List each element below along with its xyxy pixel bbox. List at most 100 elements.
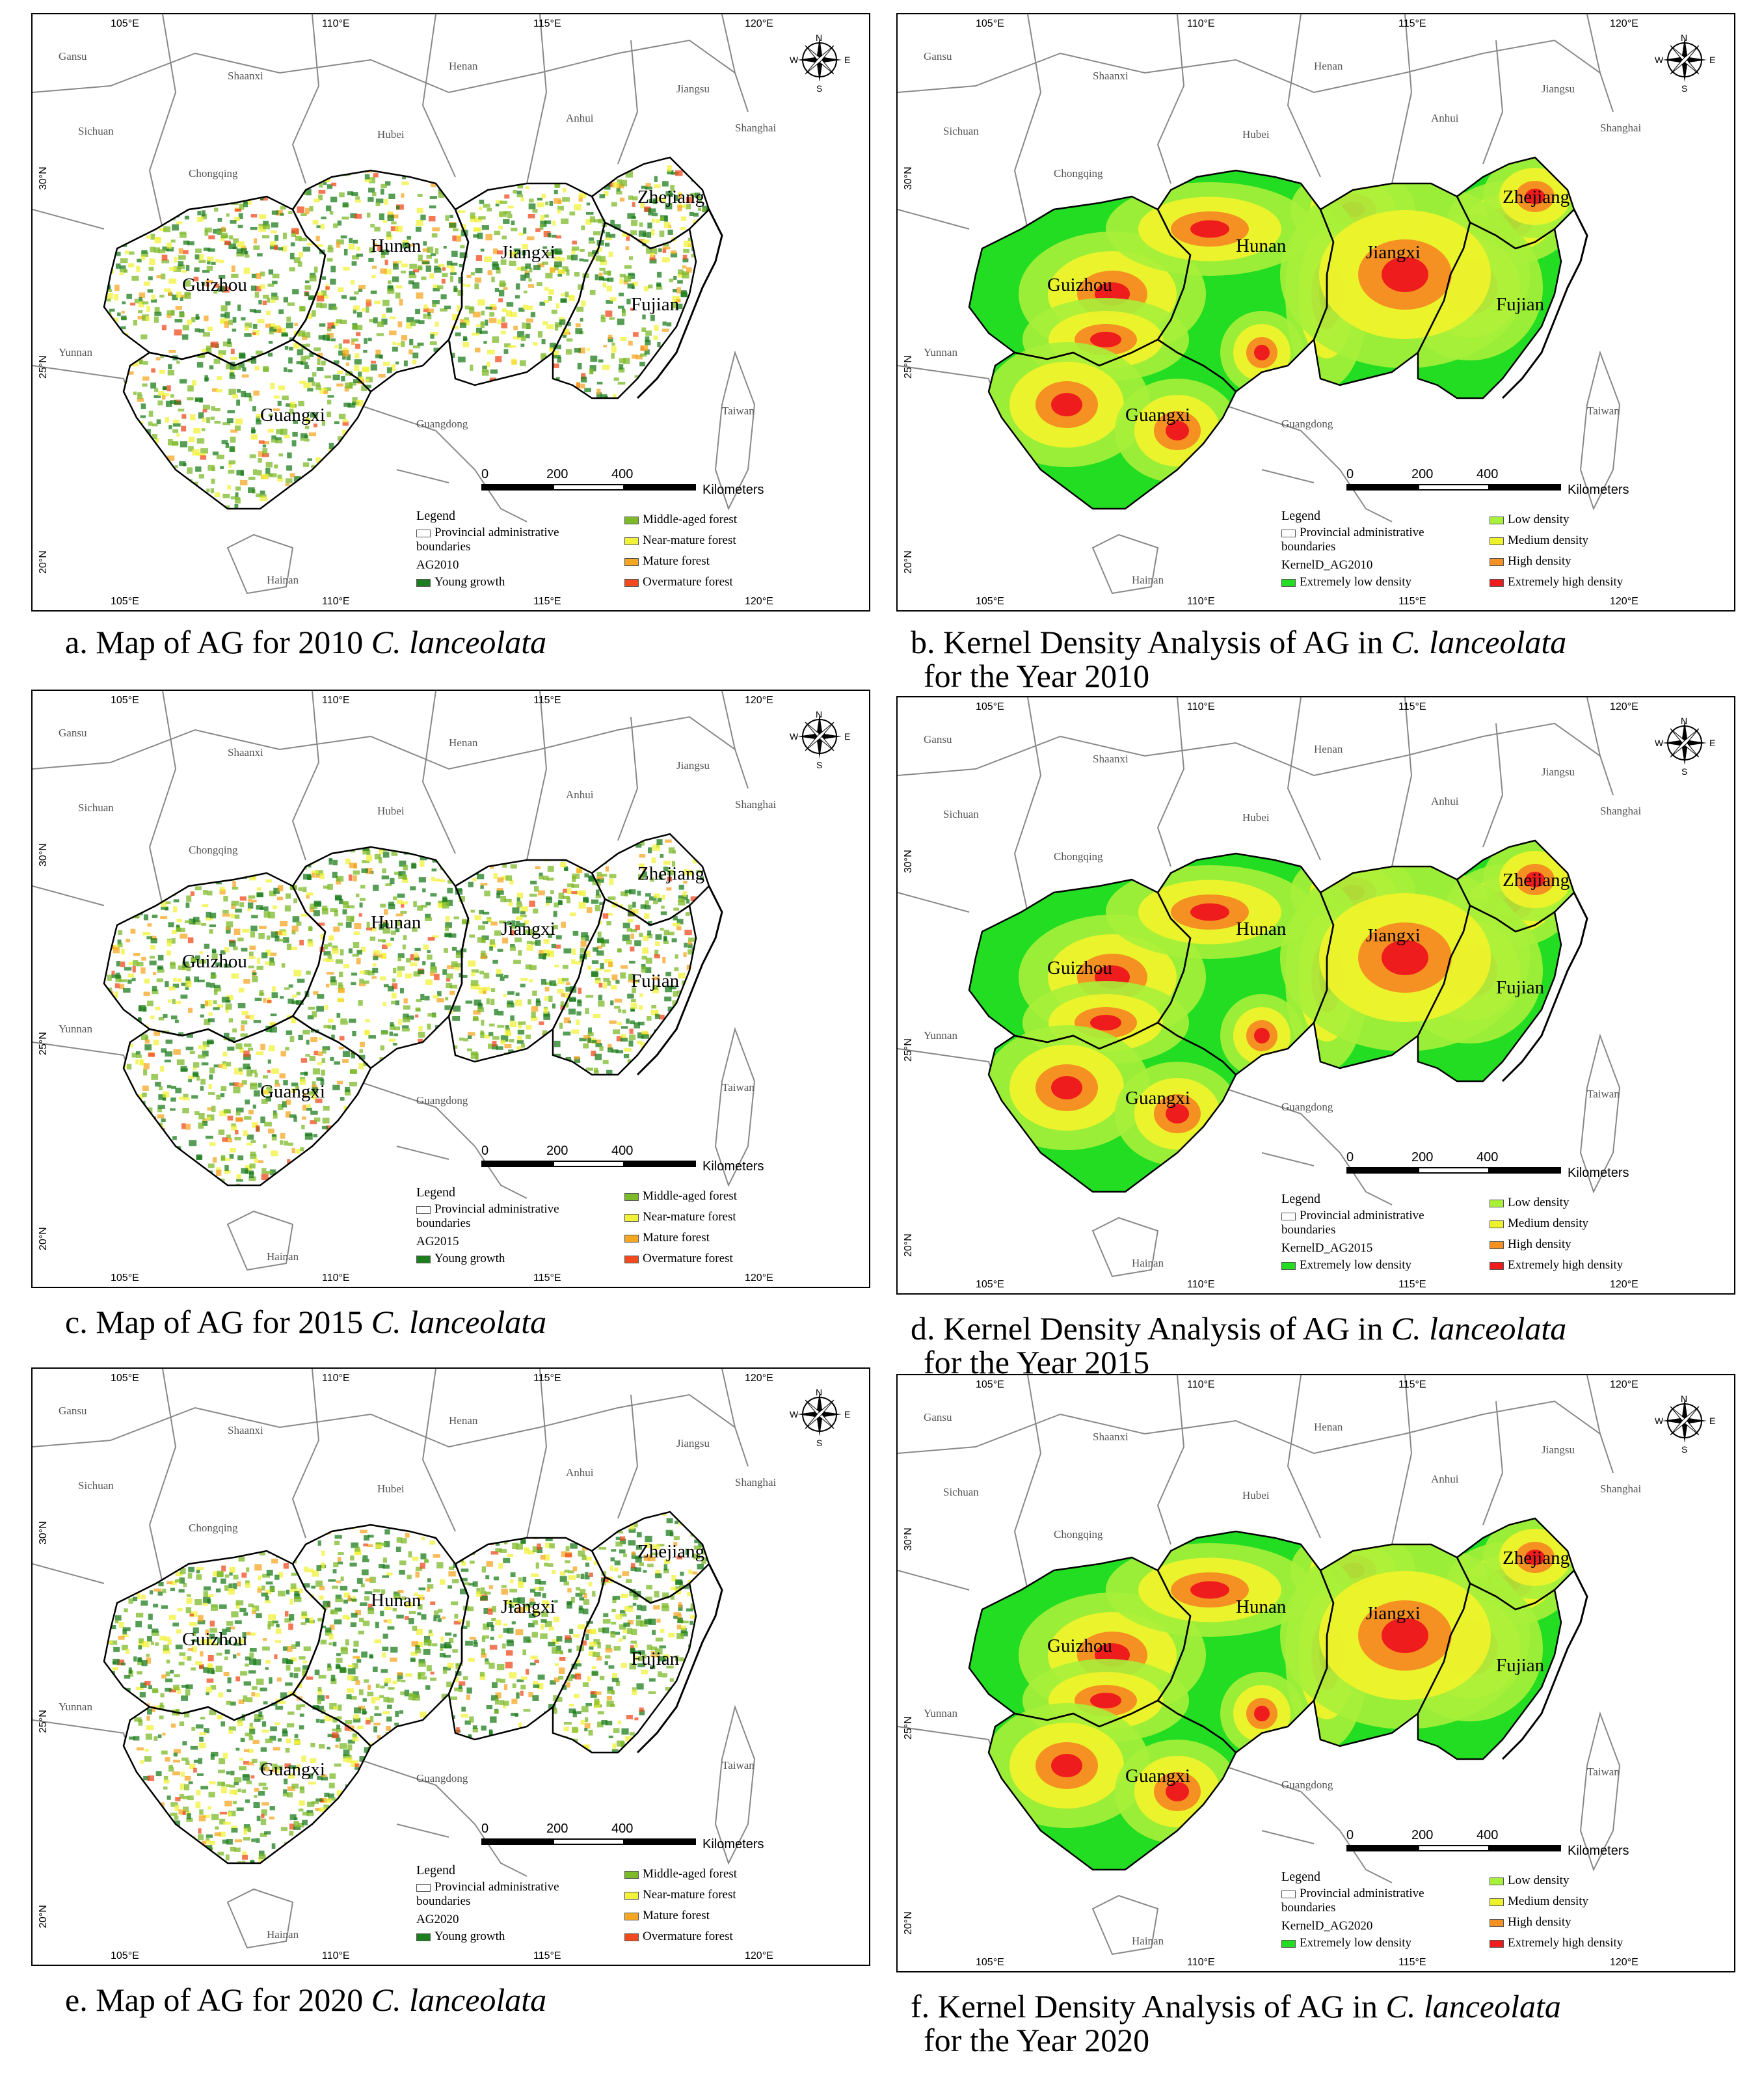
neighbor-label: Anhui	[1431, 1473, 1459, 1485]
boundary-fujian	[1417, 221, 1562, 399]
map-panel-f: Gansu Shaanxi Henan Jiangsu Anhui Sichuan Hube…	[896, 1374, 1735, 1972]
province-label-jiangxi: Jiangxi	[1366, 925, 1421, 946]
compass-n-label: N	[816, 1387, 823, 1397]
scale-label: 400	[611, 467, 634, 481]
lon-tick-label: 120°E	[745, 695, 773, 706]
lat-tick-label: 25°N	[38, 1032, 49, 1055]
scale-label: 200	[546, 467, 568, 481]
legend-item: Extremely high density	[1490, 1936, 1623, 1950]
neighbor-label: Gansu	[59, 1405, 87, 1417]
neighbor-label: Gansu	[59, 50, 87, 62]
neighbor-label: Hainan	[267, 574, 299, 586]
neighbor-label: Gansu	[924, 50, 952, 62]
boundary-guangxi	[122, 1693, 372, 1864]
scale-unit: Kilometers	[1568, 483, 1629, 497]
neighbor-label: Gansu	[924, 1411, 952, 1423]
compass-w-label: W	[790, 731, 799, 742]
legend-item: Extremely low density	[1281, 575, 1411, 589]
compass-w-label: W	[790, 55, 799, 65]
legend-item: Middle-aged forest	[624, 513, 737, 527]
legend-item: Young growth	[416, 1930, 505, 1944]
neighbor-label: Taiwan	[1587, 405, 1620, 417]
province-label-fujian: Fujian	[1496, 1655, 1545, 1676]
legend-item-label: Medium density	[1508, 1217, 1589, 1230]
lon-tick-label: 110°E	[1187, 18, 1215, 29]
compass-e-label: E	[844, 731, 851, 742]
lon-tick-label: 110°E	[1187, 1279, 1215, 1290]
legend-swatch	[1490, 1261, 1504, 1270]
legend-year-title: AG2020	[416, 1913, 459, 1926]
province-label-jiangxi: Jiangxi	[501, 919, 555, 939]
legend-swatch	[1490, 1918, 1504, 1927]
legend-item-label: Extremely high density	[1508, 575, 1624, 589]
neighbor-label: Guangdong	[416, 1772, 468, 1784]
legend-item: Mature forest	[624, 1231, 710, 1245]
lon-tick-label: 115°E	[1398, 18, 1426, 29]
compass-s-label: S	[816, 83, 823, 94]
legend-item: Overmature forest	[624, 575, 733, 589]
compass-s-label: S	[1681, 766, 1688, 777]
north-arrow-icon	[1659, 1395, 1711, 1447]
neighbor-label: Gansu	[924, 733, 952, 746]
legend-title: Legend	[1281, 1192, 1320, 1206]
neighbor-label: Shaanxi	[228, 1424, 263, 1436]
map-canvas	[898, 697, 1621, 1278]
lon-tick-label: 105°E	[111, 1373, 139, 1384]
lat-tick-label: 20°N	[38, 550, 49, 574]
compass-e-label: E	[844, 55, 851, 65]
province-label-fujian: Fujian	[631, 294, 680, 315]
lon-tick-label: 115°E	[1398, 1379, 1426, 1390]
boundary-guangxi	[122, 338, 372, 510]
legend-item: Overmature forest	[624, 1252, 733, 1266]
map-canvas	[33, 14, 756, 595]
scale-label: 400	[1477, 467, 1499, 481]
province-label-zhejiang: Zhejiang	[1503, 1548, 1570, 1568]
legend-item: Middle-aged forest	[624, 1189, 737, 1204]
legend-swatch	[624, 1891, 639, 1900]
neighbor-label: Guangdong	[416, 418, 468, 430]
legend-title: Legend	[1281, 1870, 1320, 1884]
lat-tick-label: 20°N	[38, 1227, 49, 1250]
neighbor-label: Taiwan	[722, 1081, 755, 1094]
boundary-hunan	[291, 169, 470, 393]
map-panel-b: Gansu Shaanxi Henan Jiangsu Anhui Sichuan Hube…	[896, 13, 1735, 612]
lat-tick-label: 20°N	[903, 1911, 914, 1935]
legend-item-label: Overmature forest	[643, 575, 733, 589]
lat-tick-label: 20°N	[38, 1905, 49, 1928]
province-fill-jiangxi	[449, 860, 605, 1062]
legend-item-label: Young growth	[434, 1252, 505, 1265]
boundary-fujian	[552, 1576, 697, 1754]
neighbor-label: Yunnan	[924, 1029, 957, 1042]
legend-swatch	[1490, 1199, 1504, 1207]
compass-n-label: N	[816, 709, 823, 720]
neighbor-label: Jiangsu	[1542, 83, 1575, 95]
province-label-guangxi: Guangxi	[260, 405, 325, 425]
province-label-guizhou: Guizhou	[1047, 958, 1112, 978]
coastline	[636, 209, 723, 399]
lon-tick-label: 120°E	[1610, 701, 1638, 712]
province-label-guangxi: Guangxi	[1125, 1088, 1190, 1109]
legend-item-label: High density	[1508, 1915, 1571, 1929]
legend-item-label: Near-mature forest	[643, 533, 736, 547]
legend-boundary: Provincial administrative boundaries	[1281, 1209, 1477, 1237]
neighbor-label: Hubei	[1242, 128, 1270, 141]
legend-item-label: Young growth	[434, 575, 505, 589]
legend-year-title: AG2010	[416, 558, 459, 572]
legend: Legend Provincial administrative boundari…	[416, 1185, 833, 1283]
lat-tick-label: 30°N	[38, 843, 49, 867]
neighbor-label: Taiwan	[1587, 1088, 1620, 1100]
neighbor-label: Sichuan	[78, 1479, 114, 1492]
legend-item-label: High density	[1508, 554, 1571, 568]
boundary-guangxi	[987, 338, 1237, 510]
province-label-guizhou: Guizhou	[182, 951, 247, 972]
lon-tick-label: 115°E	[533, 596, 561, 607]
scale-label: 0	[481, 1144, 489, 1158]
lon-tick-label: 115°E	[1398, 596, 1426, 607]
scale-label: 0	[1346, 467, 1354, 481]
legend-item: Near-mature forest	[624, 1210, 736, 1224]
neighbor-label: Hainan	[1132, 1257, 1164, 1269]
legend-item-label: Overmature forest	[643, 1252, 733, 1265]
province-label-hunan: Hunan	[371, 235, 421, 256]
neighbor-boundaries	[33, 1369, 756, 1949]
lat-tick-label: 30°N	[903, 850, 914, 873]
